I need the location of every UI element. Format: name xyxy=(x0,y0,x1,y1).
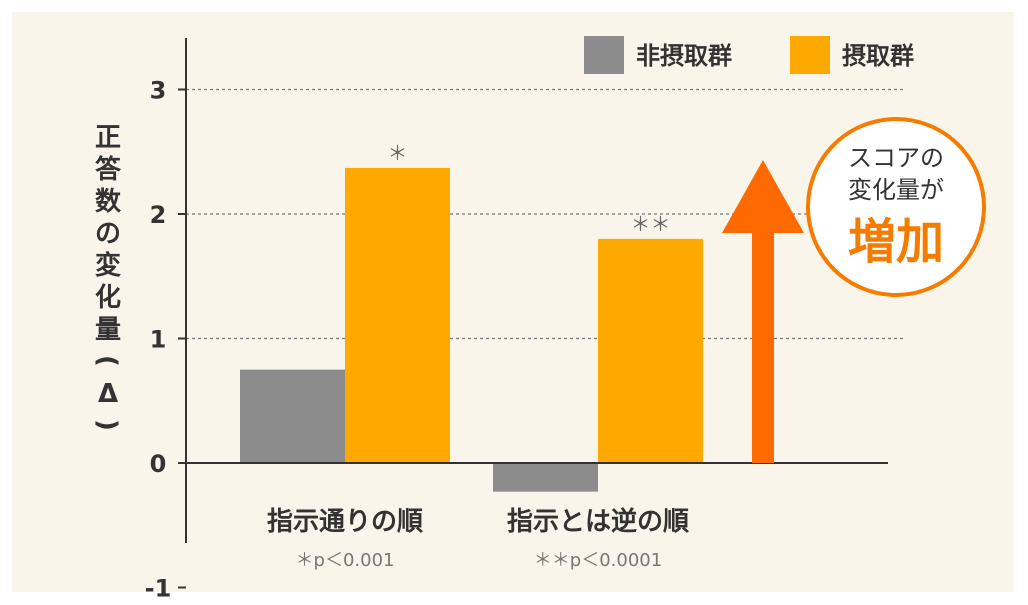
bar-non-intake-0 xyxy=(240,369,345,463)
y-title-char: 量 xyxy=(95,315,121,345)
bars xyxy=(240,167,703,492)
legend-label: 非摂取群 xyxy=(636,42,732,70)
chart-background xyxy=(12,12,1014,592)
legend-swatch xyxy=(790,36,830,74)
legend: 非摂取群 摂取群 xyxy=(584,36,914,74)
significance-mark: ＊＊ xyxy=(631,212,671,236)
significance-mark: ＊ xyxy=(388,141,408,165)
y-title-char: Δ xyxy=(98,379,118,409)
y-title-char: 数 xyxy=(95,187,122,217)
callout-line-2: 変化量が xyxy=(848,176,944,204)
y-tick-labels: -1 0 1 2 3 xyxy=(145,77,186,603)
y-tick-label: 2 xyxy=(150,201,167,229)
x-category-label: 指示通りの順 xyxy=(267,507,424,537)
y-title-char: 化 xyxy=(95,283,121,313)
y-tick-label: -1 xyxy=(145,575,172,602)
y-title-char: 変 xyxy=(95,250,121,281)
x-category-labels: 指示通りの順 ＊p＜0.001 指示とは逆の順 ＊＊p＜0.0001 xyxy=(267,506,690,571)
bar-intake-0 xyxy=(345,167,450,463)
x-category-note: ＊p＜0.001 xyxy=(296,550,395,571)
increase-arrow xyxy=(722,160,804,463)
y-title-char: 正 xyxy=(95,123,121,153)
significance-marks: ＊＊＊ xyxy=(388,141,671,236)
y-title-char: の xyxy=(95,219,121,249)
y-tick-label: 1 xyxy=(150,326,167,354)
y-title-char: 答 xyxy=(95,154,122,185)
callout-badge: スコアの 変化量が 増加 xyxy=(806,117,986,297)
y-title-char: ( xyxy=(92,355,122,367)
callout-line-1: スコアの xyxy=(848,144,944,172)
x-category-label: 指示とは逆の順 xyxy=(507,506,690,537)
bar-non-intake-1 xyxy=(493,463,598,492)
callout-emphasis: 増加 xyxy=(848,214,944,270)
y-title-char: ) xyxy=(92,419,122,431)
legend-label: 摂取群 xyxy=(842,42,914,70)
x-category-note: ＊＊p＜0.0001 xyxy=(534,550,662,571)
legend-swatch xyxy=(584,36,624,74)
bar-intake-1 xyxy=(598,238,703,463)
y-tick-label: 0 xyxy=(150,450,167,478)
y-tick-label: 3 xyxy=(150,77,167,105)
callout-circle xyxy=(806,117,986,297)
